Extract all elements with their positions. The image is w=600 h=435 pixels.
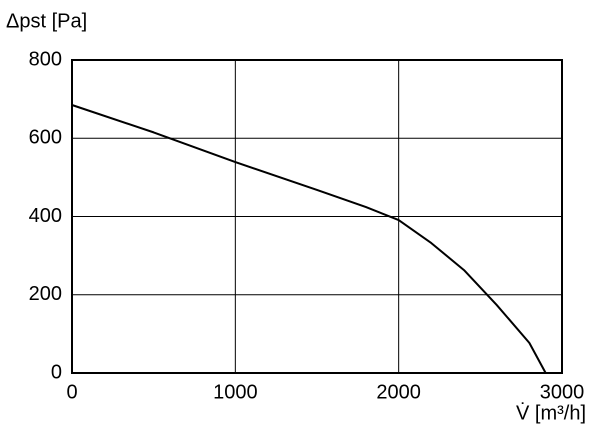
x-axis-label: V̇ [m³/h]	[516, 402, 586, 424]
x-tick-label: 3000	[540, 381, 585, 403]
y-axis-label: Δpst [Pa]	[6, 10, 87, 32]
y-tick-label: 800	[29, 48, 62, 70]
y-tick-label: 0	[51, 361, 62, 383]
x-tick-label: 2000	[376, 381, 421, 403]
y-tick-label: 200	[29, 283, 62, 305]
curve	[71, 104, 547, 374]
y-tick-label: 600	[29, 127, 62, 149]
x-tick-label: 1000	[213, 381, 258, 403]
x-tick-label: 0	[66, 381, 77, 403]
plot-frame	[71, 59, 563, 374]
y-tick-label: 400	[29, 205, 62, 227]
